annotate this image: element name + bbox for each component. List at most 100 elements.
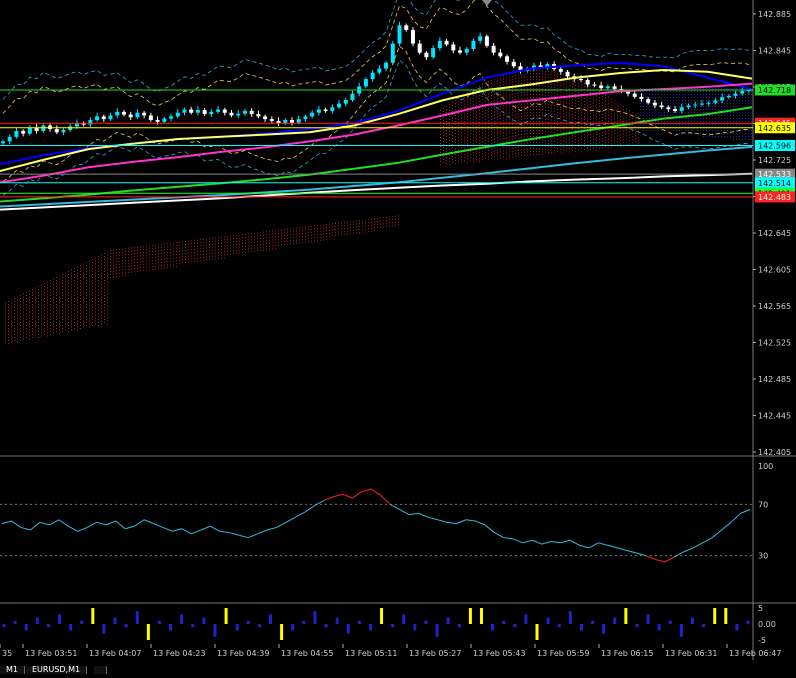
cloud-dot (245, 236, 246, 238)
cloud-dot (751, 115, 752, 116)
candle-body (693, 104, 698, 106)
cloud-dot (158, 250, 159, 252)
cloud-dot (590, 149, 591, 151)
cloud-dot (742, 112, 743, 113)
cloud-dot (545, 130, 546, 132)
cloud-dot (617, 117, 618, 119)
cloud-dot (83, 305, 84, 307)
cloud-dot (167, 264, 168, 266)
cloud-dot (221, 248, 222, 250)
cloud-dot (446, 133, 447, 135)
cloud-dot (77, 299, 78, 301)
symbol-tab[interactable] (94, 666, 107, 674)
cloud-dot (724, 124, 725, 125)
cloud-dot (164, 258, 165, 260)
cloud-dot (92, 286, 93, 287)
cloud-dot (461, 117, 462, 119)
cloud-dot (569, 109, 570, 111)
cloud-dot (131, 250, 132, 252)
candle-body (437, 40, 442, 49)
cloud-dot (215, 246, 216, 248)
cloud-dot (248, 233, 249, 235)
histogram-bar (568, 611, 572, 624)
cloud-dot (56, 292, 57, 293)
cloud-dot (724, 121, 725, 122)
cloud-dot (545, 106, 546, 108)
cloud-dot (173, 242, 174, 244)
cloud-dot (323, 239, 324, 241)
cloud-dot (685, 94, 686, 95)
cloud-dot (50, 283, 51, 284)
symbol-tab[interactable]: M1 (0, 666, 25, 674)
cloud-dot (65, 287, 66, 289)
cloud-dot (98, 325, 99, 326)
cloud-dot (563, 95, 564, 97)
rsi-segment (513, 538, 523, 544)
cloud-dot (197, 254, 198, 256)
cloud-dot (557, 75, 558, 77)
cloud-dot (47, 326, 48, 328)
cloud-dot (476, 99, 477, 101)
cloud-dot (494, 120, 495, 122)
cloud-dot (611, 131, 612, 133)
cloud-dot (56, 301, 57, 302)
cloud-dot (332, 232, 333, 234)
cloud-dot (620, 119, 621, 121)
cloud-dot (578, 83, 579, 85)
cloud-dot (643, 130, 644, 131)
cloud-dot (706, 88, 707, 89)
histogram-axis-label: 0.00 (758, 620, 776, 629)
cloud-dot (281, 244, 282, 246)
cloud-dot (59, 284, 60, 286)
cloud-dot (602, 131, 603, 133)
cloud-dot (590, 140, 591, 142)
cloud-dot (299, 242, 300, 244)
cloud-dot (608, 108, 609, 110)
cloud-dot (524, 103, 525, 105)
cloud-dot (533, 73, 534, 75)
cloud-dot (323, 230, 324, 232)
cloud-dot (557, 72, 558, 74)
cloud-dot (17, 299, 18, 301)
candle-body (545, 64, 550, 68)
cloud-dot (113, 276, 114, 278)
cloud-dot (724, 97, 725, 98)
cloud-dot (50, 322, 51, 323)
cloud-dot (251, 233, 252, 235)
cloud-dot (503, 78, 504, 80)
cloud-dot (449, 104, 450, 106)
cloud-dot (664, 115, 665, 116)
cloud-dot (443, 141, 444, 143)
cloud-dot (581, 147, 582, 149)
time-axis-label: 13 Feb 05:11 (345, 649, 397, 658)
cloud-dot (194, 257, 195, 259)
cloud-dot (23, 338, 24, 340)
cloud-dot (74, 301, 75, 302)
symbol-tab[interactable]: EURUSD,M1 (26, 666, 88, 674)
cloud-dot (77, 305, 78, 307)
cloud-dot (646, 94, 647, 95)
cloud-dot (476, 138, 477, 140)
cloud-dot (724, 109, 725, 110)
cloud-dot (739, 94, 740, 95)
cloud-dot (572, 104, 573, 106)
cloud-dot (584, 91, 585, 93)
cloud-dot (488, 108, 489, 110)
cloud-dot (365, 228, 366, 230)
cloud-dot (44, 295, 45, 296)
cloud-dot (503, 153, 504, 155)
cloud-dot (506, 134, 507, 136)
cloud-dot (266, 246, 267, 248)
cloud-dot (745, 133, 746, 134)
cloud-dot (712, 91, 713, 92)
cloud-dot (53, 296, 54, 298)
cloud-dot (476, 90, 477, 92)
candle-body (599, 85, 604, 89)
cloud-dot (458, 146, 459, 148)
cloud-dot (332, 226, 333, 228)
cloud-dot (50, 310, 51, 311)
cloud-dot (440, 158, 441, 159)
cloud-dot (482, 123, 483, 125)
